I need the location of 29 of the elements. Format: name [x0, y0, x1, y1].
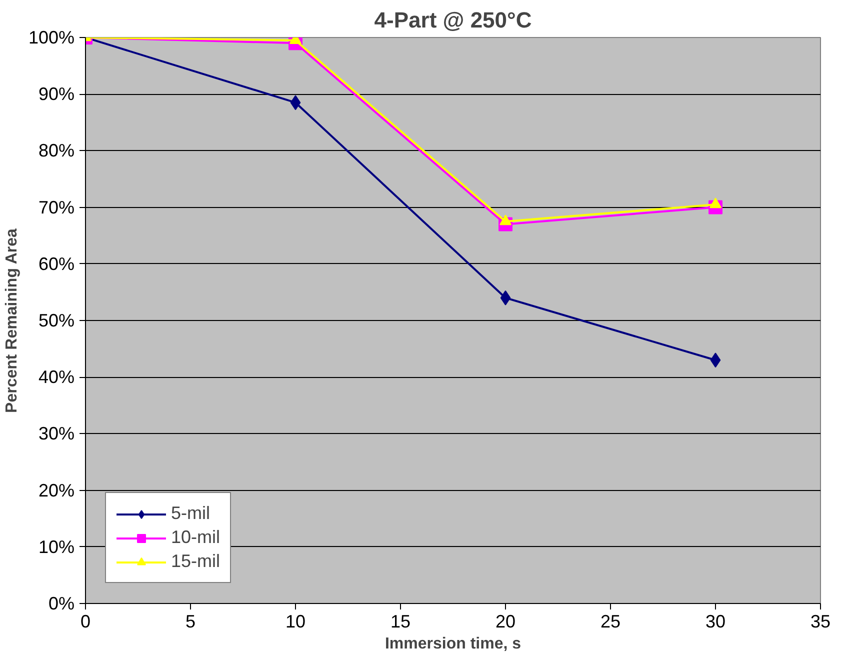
x-tick-label: 0	[80, 612, 91, 632]
legend-label: 10-mil	[171, 527, 220, 548]
y-tick-label: 0%	[48, 594, 74, 614]
x-tick-label: 35	[810, 612, 831, 632]
legend-label: 5-mil	[171, 503, 210, 524]
y-tick-label: 70%	[38, 197, 75, 218]
x-axis-title: Immersion time, s	[384, 636, 522, 652]
y-tick-label: 60%	[38, 254, 75, 274]
y-tick-label: 80%	[38, 140, 75, 161]
point	[290, 95, 301, 110]
point	[710, 352, 721, 368]
x-tick-label: 15	[390, 612, 411, 632]
y-tick-label: 40%	[38, 367, 75, 388]
x-tick-label: 25	[600, 612, 621, 632]
x-tick-label: 20	[495, 612, 516, 632]
y-tick-label: 10%	[38, 536, 75, 557]
legend-label: 15-mil	[171, 551, 220, 572]
y-axis-title: Percent Remaining Area	[3, 228, 20, 413]
x-tick-label: 30	[705, 612, 726, 632]
point	[500, 290, 511, 306]
y-tick-label: 20%	[38, 480, 75, 500]
chart-title: 4-Part @ 250°C	[374, 8, 532, 32]
y-tick-label: 90%	[38, 84, 75, 104]
y-tick-label: 100%	[28, 28, 75, 48]
x-tick-label: 5	[185, 612, 196, 632]
point	[500, 214, 512, 226]
x-tick-label: 10	[285, 612, 306, 632]
y-tick-label: 30%	[38, 424, 75, 444]
y-tick-label: 50%	[38, 310, 75, 330]
